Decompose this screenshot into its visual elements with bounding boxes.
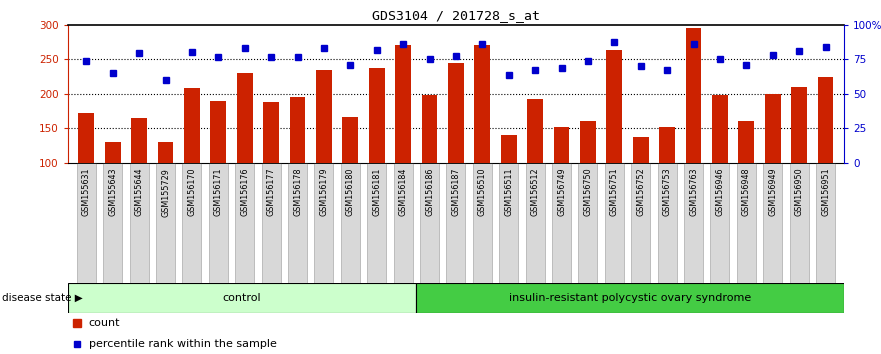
Text: GSM156512: GSM156512 [530, 168, 540, 216]
Text: GSM156511: GSM156511 [504, 168, 514, 216]
Bar [633, 137, 648, 163]
Bar [341, 163, 359, 283]
Text: GDS3104 / 201728_s_at: GDS3104 / 201728_s_at [372, 9, 540, 22]
Text: GSM156187: GSM156187 [451, 168, 461, 216]
Bar [237, 73, 253, 163]
Text: GSM156510: GSM156510 [478, 168, 487, 216]
Bar [394, 163, 412, 283]
Text: disease state ▶: disease state ▶ [2, 293, 83, 303]
Bar [631, 163, 650, 283]
Text: GSM156179: GSM156179 [320, 168, 329, 216]
Bar [580, 121, 596, 163]
Text: GSM156949: GSM156949 [768, 168, 777, 216]
Bar [659, 127, 675, 163]
Bar [416, 283, 844, 313]
Text: GSM156763: GSM156763 [689, 168, 698, 216]
Bar [448, 63, 463, 163]
Text: GSM156186: GSM156186 [425, 168, 434, 216]
Text: GSM156753: GSM156753 [663, 168, 671, 216]
Text: GSM155644: GSM155644 [135, 168, 144, 216]
Bar [816, 163, 835, 283]
Text: GSM156170: GSM156170 [188, 168, 196, 216]
Text: GSM156951: GSM156951 [821, 168, 830, 216]
Bar [105, 142, 121, 163]
Bar [685, 28, 701, 163]
Bar [288, 163, 307, 283]
Text: count: count [89, 319, 121, 329]
Bar [158, 142, 174, 163]
Bar [500, 135, 516, 163]
Bar [182, 163, 202, 283]
Bar [77, 163, 96, 283]
Bar [209, 163, 228, 283]
Bar [396, 45, 411, 163]
Bar [290, 97, 306, 163]
Text: GSM156752: GSM156752 [636, 168, 645, 216]
Text: GSM155631: GSM155631 [82, 168, 91, 216]
Text: GSM156181: GSM156181 [372, 168, 381, 216]
Bar [130, 163, 149, 283]
Bar [131, 118, 147, 163]
Bar [789, 163, 809, 283]
Text: GSM156950: GSM156950 [795, 168, 803, 216]
Bar [78, 113, 94, 163]
Bar [553, 127, 569, 163]
Bar [68, 283, 416, 313]
Text: GSM156946: GSM156946 [715, 168, 724, 216]
Bar [657, 163, 677, 283]
Text: GSM156751: GSM156751 [610, 168, 618, 216]
Bar [367, 163, 386, 283]
Bar [156, 163, 175, 283]
Text: insulin-resistant polycystic ovary syndrome: insulin-resistant polycystic ovary syndr… [508, 293, 751, 303]
Bar [818, 77, 833, 163]
Bar [737, 163, 756, 283]
Bar [500, 163, 518, 283]
Text: GSM156177: GSM156177 [267, 168, 276, 216]
Bar [316, 70, 332, 163]
Bar [763, 163, 782, 283]
Bar [579, 163, 597, 283]
Bar [605, 163, 624, 283]
Bar [235, 163, 255, 283]
Bar [315, 163, 333, 283]
Bar [684, 163, 703, 283]
Bar [474, 45, 490, 163]
Text: GSM155643: GSM155643 [108, 168, 117, 216]
Bar [211, 101, 226, 163]
Bar [526, 163, 544, 283]
Bar [447, 163, 465, 283]
Text: GSM156180: GSM156180 [346, 168, 355, 216]
Bar [262, 163, 281, 283]
Bar [422, 95, 438, 163]
Bar [103, 163, 122, 283]
Bar [184, 87, 200, 163]
Bar [791, 87, 807, 163]
Bar [473, 163, 492, 283]
Text: GSM156178: GSM156178 [293, 168, 302, 216]
Bar [527, 99, 543, 163]
Bar [369, 68, 385, 163]
Text: percentile rank within the sample: percentile rank within the sample [89, 339, 277, 349]
Bar [710, 163, 729, 283]
Bar [765, 94, 781, 163]
Bar [552, 163, 571, 283]
Bar [712, 95, 728, 163]
Text: control: control [223, 293, 261, 303]
Bar [738, 121, 754, 163]
Bar [420, 163, 439, 283]
Text: GSM155729: GSM155729 [161, 168, 170, 217]
Text: GSM156750: GSM156750 [583, 168, 592, 216]
Text: GSM156749: GSM156749 [557, 168, 566, 216]
Text: GSM156171: GSM156171 [214, 168, 223, 216]
Bar [606, 50, 622, 163]
Bar [343, 116, 359, 163]
Bar [263, 102, 279, 163]
Text: GSM156176: GSM156176 [241, 168, 249, 216]
Text: GSM156184: GSM156184 [398, 168, 408, 216]
Text: GSM156948: GSM156948 [742, 168, 751, 216]
